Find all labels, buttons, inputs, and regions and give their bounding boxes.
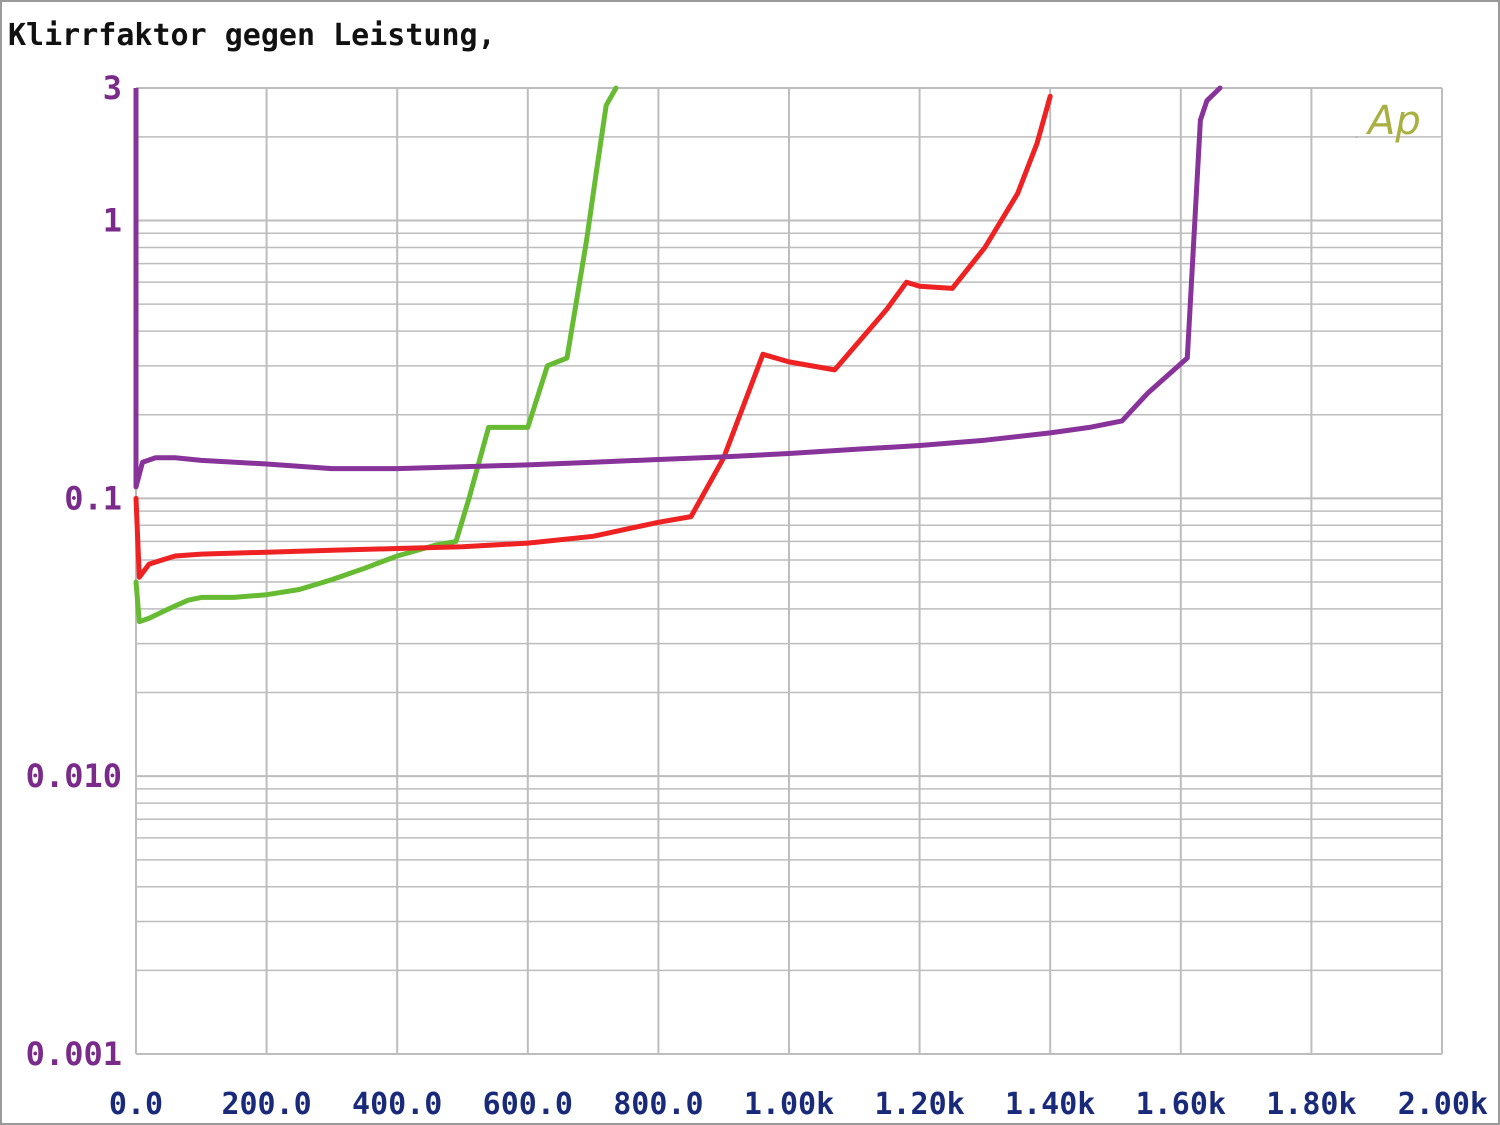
y-tick-label: 3 <box>103 69 122 107</box>
x-tick-label: 1.20k <box>874 1087 964 1122</box>
y-tick-label: 1 <box>103 202 122 240</box>
y-tick-label: 0.001 <box>26 1035 122 1073</box>
x-tick-label: 1.80k <box>1266 1087 1356 1122</box>
x-tick-labels: 0.0 200.0 400.0 600.0 800.0 1.00k 1.20k 1.40k 1.… <box>109 1087 1488 1122</box>
x-tick-label: 1.00k <box>744 1087 834 1122</box>
x-tick-label: 400.0 <box>352 1087 442 1122</box>
series-group <box>133 85 1223 625</box>
watermark: Ap <box>1355 98 1421 144</box>
y-tick-label: 0.010 <box>26 757 122 795</box>
x-tick-label: 0.0 <box>109 1087 163 1122</box>
x-tick-label: 200.0 <box>221 1087 311 1122</box>
x-tick-label: 600.0 <box>483 1087 573 1122</box>
series-line-2 <box>133 93 1053 580</box>
x-tick-label: 800.0 <box>613 1087 703 1122</box>
x-tick-label: 1.40k <box>1005 1087 1095 1122</box>
series-line-3 <box>133 85 1223 490</box>
watermark-text: Ap <box>1365 98 1421 144</box>
y-tick-label: 0.1 <box>64 479 122 517</box>
x-tick-label: 2.00k <box>1398 1087 1488 1122</box>
chart-title: Klirrfaktor gegen Leistung, <box>8 18 496 53</box>
grid-major <box>135 87 1443 1055</box>
x-tick-label: 1.60k <box>1136 1087 1226 1122</box>
y-tick-labels: 3 1 0.1 0.010 0.001 <box>26 69 122 1073</box>
series-line-1 <box>133 85 619 625</box>
